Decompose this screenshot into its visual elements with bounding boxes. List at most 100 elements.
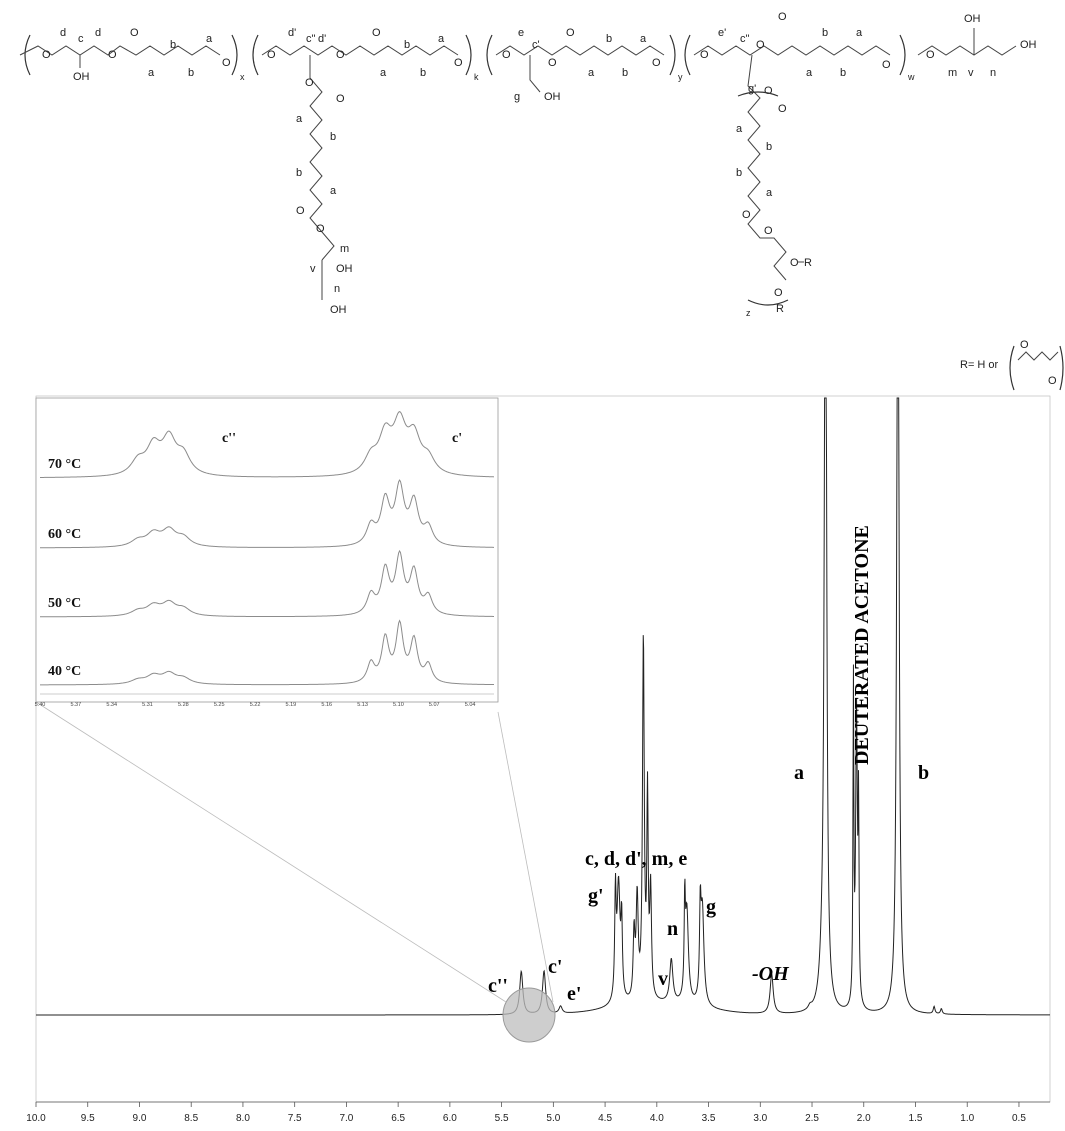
o-br-3: O	[296, 205, 305, 217]
label-n: n	[990, 67, 996, 79]
label-dp-2: d'	[318, 33, 326, 45]
bracket-x-left	[24, 34, 31, 76]
inset-traces	[39, 411, 495, 686]
r-bracket-left	[1009, 345, 1015, 391]
o-z-6: O	[774, 287, 783, 299]
r-o-2: O	[1048, 375, 1057, 387]
label-n-br: n	[334, 283, 340, 295]
polymer-structure: O d c d OH O O a b b a O x O d' c" d' O …	[19, 11, 1064, 391]
bracket-z-top	[737, 91, 779, 97]
label-b-7: b	[822, 27, 828, 39]
inset-panel: 5.40 5.37 5.34 5.31 5.28 5.25 5.22 5.19 5.16 5.13…	[35, 397, 499, 708]
inset-label-c-dprime: c''	[222, 431, 236, 446]
o-x-2: O	[108, 49, 117, 61]
o-x-3: O	[130, 27, 139, 39]
label-a-2: a	[206, 33, 213, 45]
label-d-2: d	[95, 27, 101, 39]
oh-br-1: OH	[336, 263, 353, 275]
x-tick-label: 8.5	[184, 1113, 198, 1124]
temp-label-60: 60 °C	[48, 527, 81, 542]
peak-label-e-prime: e'	[567, 983, 581, 1005]
oh-br-2: OH	[330, 304, 347, 316]
label-a-z1: a	[736, 123, 743, 135]
inset-tick-label: 5.28	[178, 702, 189, 708]
label-a-5: a	[588, 67, 595, 79]
label-b-br1: b	[330, 131, 336, 143]
backbone-k	[261, 45, 459, 56]
label-b-1: b	[170, 39, 176, 51]
o-br-1: O	[305, 77, 314, 89]
label-g: g	[514, 91, 520, 103]
bracket-y-right	[669, 34, 676, 76]
oh-x: OH	[73, 71, 90, 83]
inset-tick-label: 5.19	[286, 702, 297, 708]
r-z-1: R	[804, 257, 812, 269]
oh-end-1: OH	[964, 13, 981, 25]
x-tick-label: 9.0	[133, 1113, 147, 1124]
label-ep: e'	[718, 27, 726, 39]
subscript-y: y	[678, 72, 683, 82]
o-z-2: O	[778, 103, 787, 115]
label-v: v	[968, 67, 974, 79]
backbone-x	[19, 45, 221, 56]
label-b-6: b	[622, 67, 628, 79]
branch-w	[747, 54, 787, 281]
o-z-1: O	[764, 85, 773, 97]
x-tick-label: 4.5	[598, 1113, 612, 1124]
x-tick-label: 7.0	[339, 1113, 353, 1124]
oh-y: OH	[544, 91, 561, 103]
o-y-1: O	[502, 49, 511, 61]
temp-label-70: 70 °C	[48, 457, 81, 472]
temp-label-40: 40 °C	[48, 664, 81, 679]
r-o-1: O	[1020, 339, 1029, 351]
bracket-x-right	[231, 34, 238, 76]
x-tick-label: 2.5	[805, 1113, 819, 1124]
peak-label-g-prime: g'	[588, 885, 604, 907]
peak-label-c-dprime: c''	[488, 975, 508, 997]
x-tick-label: 5.5	[495, 1113, 509, 1124]
inset-tick-label: 5.40	[35, 702, 46, 708]
label-cdp: c"	[306, 33, 316, 45]
r-definition: R= H or	[960, 359, 999, 371]
branch-k	[309, 55, 335, 261]
inset-tick-label: 5.10	[393, 702, 404, 708]
o-br-2: O	[336, 93, 345, 105]
o-k-1: O	[267, 49, 276, 61]
backbone-y	[495, 45, 665, 56]
peak-label-oh: -OH	[752, 963, 790, 985]
peak-label-a: a	[794, 762, 804, 784]
label-a-br1: a	[296, 113, 303, 125]
o-z-5: O	[790, 257, 799, 269]
inset-trace	[39, 411, 495, 478]
label-b-8: b	[840, 67, 846, 79]
o-w-3: O	[778, 11, 787, 23]
label-b-4: b	[420, 67, 426, 79]
label-b-5: b	[606, 33, 612, 45]
spectrum-line	[36, 397, 1050, 1016]
label-cp: c'	[532, 39, 540, 51]
inset-tick-label: 5.37	[70, 702, 81, 708]
x-tick-label: 1.5	[909, 1113, 923, 1124]
inset-tick-label: 5.13	[357, 702, 368, 708]
x-tick-label: 3.5	[702, 1113, 716, 1124]
bracket-y-left	[486, 34, 493, 76]
subscript-x: x	[240, 72, 245, 82]
x-axis-ticks: 10.0 9.5 9.0 8.5 8.0 7.5 7.0 6.5 6.0 5.5 5.0 4.5 4.0…	[26, 1102, 1026, 1124]
label-a-6: a	[640, 33, 647, 45]
o-y-4: O	[652, 57, 661, 69]
peak-label-g: g	[706, 896, 716, 918]
x-tick-label: 9.5	[81, 1113, 95, 1124]
inset-tick-label: 5.31	[142, 702, 153, 708]
bracket-w-right	[899, 34, 906, 76]
label-gp: g'	[748, 83, 756, 95]
x-tick-label: 6.0	[443, 1113, 457, 1124]
inset-tick-label: 5.22	[250, 702, 261, 708]
o-w-4: O	[882, 59, 891, 71]
label-b-3: b	[404, 39, 410, 51]
peak-label-c-d-dp-m-e: c, d, d', m, e	[585, 848, 687, 870]
label-b-2: b	[188, 67, 194, 79]
subscript-z: z	[746, 308, 751, 318]
x-tick-label: 6.5	[391, 1113, 405, 1124]
inset-frame	[35, 397, 499, 703]
